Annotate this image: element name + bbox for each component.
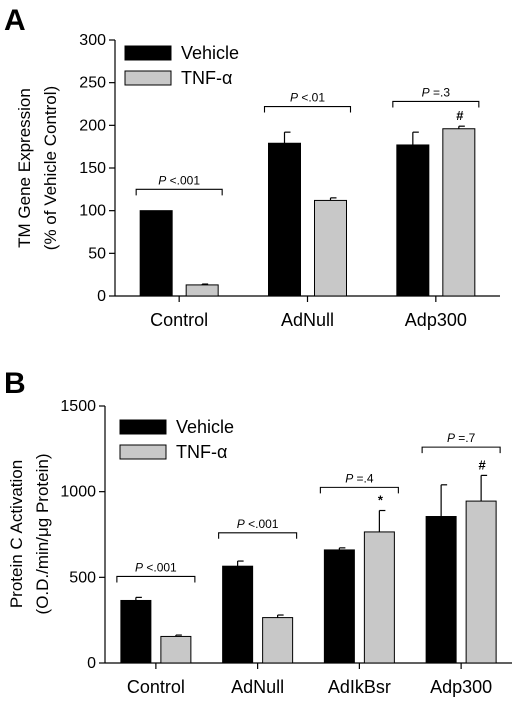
p-value-label: P =.4	[345, 471, 374, 485]
x-category-label: Adp300	[405, 310, 467, 330]
bar-vehicle	[222, 565, 254, 664]
y-tick-label: 200	[79, 117, 106, 134]
bar-tnf-alpha	[262, 617, 294, 664]
bar-tnf-alpha	[465, 500, 497, 664]
bar-tnf-alpha	[160, 635, 192, 664]
y-axis-label-line2: (O.D./min/μg Protein)	[33, 454, 52, 615]
x-category-label: Control	[150, 310, 208, 330]
legend-swatch-vehicle	[124, 45, 172, 61]
bar-tnf-alpha	[185, 284, 219, 297]
y-tick-label: 0	[97, 288, 106, 305]
comparison-bracket	[218, 532, 298, 539]
p-value-label: P <.001	[158, 173, 200, 187]
legend-swatch-vehicle	[119, 419, 167, 435]
p-value-label: P =.3	[422, 85, 451, 99]
x-category-label: AdNull	[231, 677, 284, 697]
legend-swatch-tnf-alpha	[119, 444, 167, 460]
p-value-label: P <.01	[290, 91, 325, 105]
y-tick-label: 250	[79, 75, 106, 92]
y-tick-label: 500	[69, 569, 96, 586]
y-tick-label: 50	[88, 245, 106, 262]
significance-marker: *	[378, 493, 384, 508]
bar-vehicle	[425, 516, 457, 664]
bar-vehicle	[396, 144, 430, 297]
p-value-label: P =.7	[447, 431, 476, 445]
p-value-label: P <.001	[237, 517, 279, 531]
y-tick-label: 150	[79, 160, 106, 177]
bar-vehicle	[323, 549, 355, 664]
bar-vehicle	[120, 599, 152, 664]
comparison-bracket	[263, 106, 352, 113]
bar-vehicle	[139, 210, 173, 297]
bar-tnf-alpha	[442, 128, 476, 297]
panel-b-chart: B 0 500 1000 1500 Protein C Activation (O.D./m…	[4, 367, 512, 697]
y-tick-label: 300	[79, 32, 106, 49]
bar-tnf-alpha	[314, 199, 347, 297]
legend-label: Vehicle	[181, 43, 239, 63]
x-category-label: Adp300	[430, 677, 492, 697]
bar-vehicle	[268, 142, 301, 297]
comparison-bracket	[319, 486, 399, 494]
bar-tnf-alpha	[363, 531, 395, 664]
legend-label: Vehicle	[176, 417, 234, 437]
legend-label: TNF-α	[176, 442, 227, 462]
panel-letter: B	[4, 367, 26, 400]
x-category-label: Control	[127, 677, 185, 697]
y-tick-label: 0	[87, 655, 96, 672]
panel-a-chart: A 0 50 100 150 200 250 300 TM Gene Expression (% …	[4, 4, 500, 330]
x-category-label: AdIkBsr	[328, 677, 391, 697]
comparison-bracket	[392, 100, 480, 108]
significance-marker: #	[479, 457, 487, 472]
comparison-bracket	[421, 446, 501, 454]
x-category-label: AdNull	[281, 310, 334, 330]
y-axis-label-line1: TM Gene Expression	[15, 88, 34, 248]
y-tick-label: 1000	[60, 484, 96, 501]
legend-swatch-tnf-alpha	[124, 70, 172, 86]
y-tick-label: 1500	[60, 398, 96, 415]
y-axis-label-line1: Protein C Activation	[7, 460, 26, 608]
y-tick-label: 100	[79, 203, 106, 220]
panel-letter: A	[4, 4, 26, 37]
significance-marker: #	[456, 108, 464, 123]
comparison-bracket	[116, 575, 196, 583]
comparison-bracket	[135, 188, 223, 196]
p-value-label: P <.001	[135, 560, 177, 574]
legend-label: TNF-α	[181, 68, 232, 88]
y-axis-label-line2: (% of Vehicle Control)	[41, 86, 60, 250]
